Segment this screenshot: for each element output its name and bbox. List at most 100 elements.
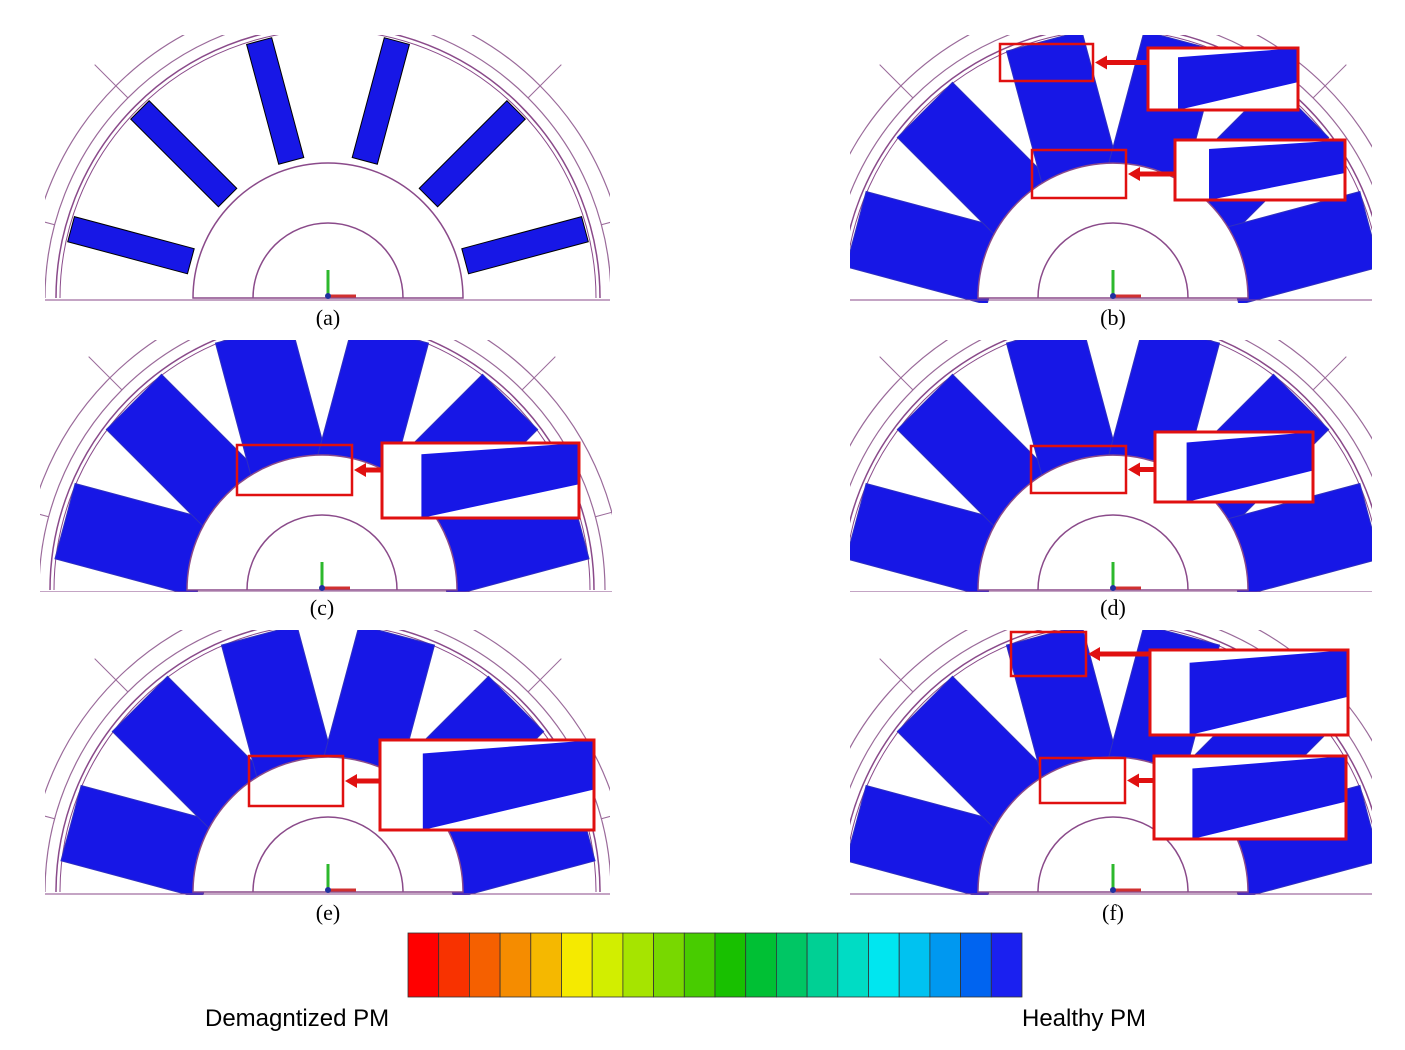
- colorbar-right-label: Healthy PM: [1022, 1005, 1146, 1032]
- colorbar-swatch: [714, 932, 747, 998]
- zoom-source: [1038, 756, 1127, 805]
- axis-origin: [325, 293, 331, 299]
- shaft-inner: [1037, 222, 1189, 299]
- colorbar-swatch: [499, 932, 532, 998]
- shaft-inner: [252, 816, 404, 893]
- magnet: [245, 37, 305, 165]
- stator-slot: [1386, 663, 1405, 675]
- stator-arc: [45, 35, 610, 299]
- stator-slot: [40, 513, 49, 518]
- stator-slot: [1386, 505, 1405, 517]
- stator-slot: [243, 0, 255, 25]
- stator-slot: [1386, 213, 1405, 225]
- axis-origin: [1110, 585, 1116, 591]
- zoom-arrow-head: [345, 774, 357, 788]
- panel-label: (a): [316, 305, 340, 330]
- stator-slot: [1186, 0, 1198, 25]
- zoom-box-frame: [1152, 754, 1348, 841]
- colorbar-swatch: [776, 932, 808, 998]
- colorbar-swatch: [438, 932, 470, 998]
- shaft-inner: [252, 222, 404, 299]
- colorbar-swatch: [960, 932, 992, 998]
- stator-slot: [94, 658, 129, 693]
- rotor-outer: [850, 340, 1372, 542]
- colorbar-swatch: [990, 932, 1023, 998]
- stator-slot: [527, 64, 562, 99]
- zoom-arrow-head: [354, 463, 366, 477]
- colorbar-swatch: [530, 932, 562, 998]
- zoom-content: [1209, 140, 1345, 200]
- axis-origin: [1110, 887, 1116, 893]
- colorbar-swatch: [653, 932, 685, 998]
- zoom-source: [1009, 630, 1088, 678]
- rotor-outer: [850, 35, 1372, 250]
- colorbar-swatch: [407, 932, 440, 998]
- zoom-source: [1030, 148, 1128, 200]
- stator-arc: [40, 340, 612, 516]
- stator-slot: [88, 356, 123, 391]
- zoom-content: [421, 443, 579, 518]
- stator-slot: [794, 213, 839, 225]
- colorbar-swatch: [591, 932, 624, 998]
- stator-slot: [595, 511, 612, 518]
- stator-slot: [527, 658, 562, 693]
- stator-slot: [879, 64, 914, 99]
- colorbar-swatch: [561, 932, 593, 998]
- zoom-box-frame: [378, 738, 596, 832]
- colorbar-swatch: [683, 932, 716, 998]
- axis-origin: [1110, 293, 1116, 299]
- zoom-source: [998, 42, 1095, 83]
- panel-label: (b): [1100, 305, 1126, 330]
- stator-slot: [794, 807, 839, 819]
- stator-arc: [850, 35, 1372, 196]
- panel-label: (f): [1102, 900, 1124, 925]
- zoom-source: [247, 754, 345, 808]
- rotor-panel: [45, 0, 646, 383]
- magnet: [418, 100, 526, 208]
- rotor-panel: [850, 340, 1405, 675]
- stator-slot: [94, 64, 129, 99]
- rotor-outer: [59, 35, 597, 299]
- stator-slot: [45, 815, 55, 820]
- colorbar-swatch: [868, 932, 900, 998]
- axis-origin: [319, 585, 325, 591]
- magnet: [461, 215, 589, 275]
- zoom-source: [235, 443, 354, 497]
- shaft-inner: [246, 514, 398, 591]
- magnet: [67, 215, 195, 275]
- panel-label: (d): [1100, 595, 1126, 620]
- colorbar-left-label: Demagntized PM: [205, 1005, 389, 1032]
- stator-slot: [879, 356, 914, 391]
- stator-slot: [1028, 0, 1040, 25]
- colorbar-swatch: [898, 932, 931, 998]
- stator-slot: [601, 221, 610, 226]
- zoom-arrow-head: [1128, 167, 1140, 181]
- magnet: [351, 37, 411, 165]
- zoom-box-frame: [1148, 648, 1350, 737]
- zoom-content: [1192, 756, 1346, 839]
- stator-slot: [1386, 371, 1405, 383]
- stator-slot: [1312, 64, 1347, 99]
- colorbar-swatch: [468, 932, 501, 998]
- colorbar-swatch: [622, 932, 655, 998]
- stator-arc: [850, 340, 1372, 488]
- panel-label: (e): [316, 900, 340, 925]
- shaft-inner: [1037, 514, 1189, 591]
- zoom-content: [1186, 432, 1313, 502]
- zoom-box-frame: [1173, 138, 1347, 202]
- zoom-arrow-head: [1127, 773, 1139, 788]
- shaft-inner: [1037, 816, 1189, 893]
- stator-slot: [401, 0, 413, 25]
- panel-label: (c): [310, 595, 334, 620]
- zoom-arrow-head: [1095, 55, 1107, 70]
- colorbar-swatch: [929, 932, 962, 998]
- colorbar-swatch: [745, 932, 777, 998]
- zoom-content: [1189, 650, 1348, 735]
- stator-slot: [601, 371, 646, 383]
- stator-slot: [1386, 807, 1405, 819]
- zoom-content: [1178, 48, 1298, 110]
- zoom-source: [1029, 444, 1128, 495]
- stator-arc: [45, 35, 610, 201]
- stator-slot: [45, 221, 55, 226]
